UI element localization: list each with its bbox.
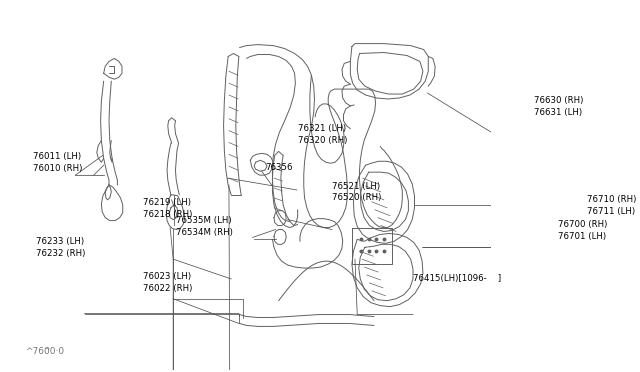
Text: 76233 (LH): 76233 (LH) — [36, 237, 84, 246]
Text: 76219 (LH): 76219 (LH) — [143, 198, 191, 207]
Text: 76023 (LH): 76023 (LH) — [143, 272, 191, 282]
Text: 76010 (RH): 76010 (RH) — [33, 164, 82, 173]
Text: 76700 (RH): 76700 (RH) — [558, 220, 607, 229]
Text: 76321 (LH): 76321 (LH) — [298, 124, 346, 133]
Text: 76320 (RH): 76320 (RH) — [298, 136, 348, 145]
Text: 76535M (LH): 76535M (LH) — [176, 216, 232, 225]
Text: 76520 (RH): 76520 (RH) — [332, 193, 381, 202]
Text: 76711 (LH): 76711 (LH) — [587, 207, 636, 216]
Text: 76701 (LH): 76701 (LH) — [558, 232, 606, 241]
Text: 76022 (RH): 76022 (RH) — [143, 284, 193, 294]
Text: 76710 (RH): 76710 (RH) — [587, 195, 637, 204]
Text: 76534M (RH): 76534M (RH) — [176, 228, 233, 237]
Text: ^760⃗0·0: ^760⃗0·0 — [25, 347, 64, 356]
Text: 76630 (RH): 76630 (RH) — [534, 96, 583, 106]
Text: 76011 (LH): 76011 (LH) — [33, 152, 81, 161]
Text: 76415(LH)[1096-    ]: 76415(LH)[1096- ] — [413, 275, 501, 283]
Text: 76218 (RH): 76218 (RH) — [143, 210, 193, 219]
Text: 76356: 76356 — [266, 163, 293, 172]
Text: 76521 (LH): 76521 (LH) — [332, 182, 380, 190]
Text: 76232 (RH): 76232 (RH) — [36, 249, 86, 258]
Text: 76631 (LH): 76631 (LH) — [534, 108, 582, 117]
